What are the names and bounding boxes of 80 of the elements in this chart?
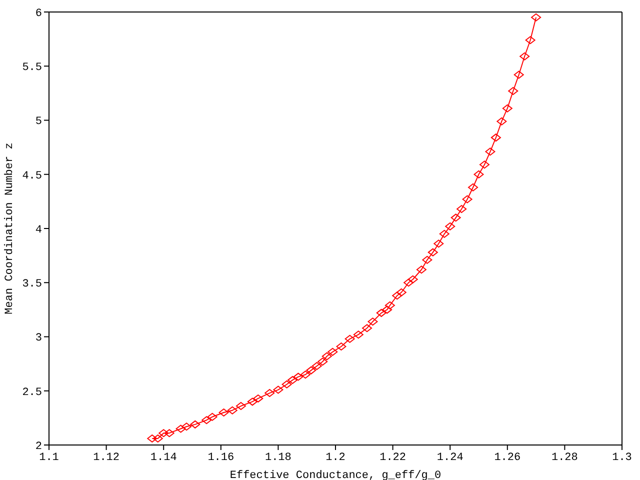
point <box>353 330 364 339</box>
point <box>456 205 467 214</box>
point <box>502 104 512 112</box>
point <box>322 352 332 360</box>
y-tick-label: 2 <box>35 440 42 453</box>
point <box>227 406 238 414</box>
y-tick-label: 3.5 <box>22 278 42 291</box>
point <box>158 429 169 438</box>
point <box>336 342 346 350</box>
x-tick-label: 1.1 <box>39 452 60 464</box>
point <box>218 408 229 417</box>
point <box>479 160 490 169</box>
point <box>485 148 496 156</box>
x-tick-label: 1.12 <box>93 452 120 464</box>
point <box>408 275 418 284</box>
point <box>318 358 328 366</box>
point <box>328 348 338 356</box>
point <box>306 366 316 374</box>
point <box>422 256 432 264</box>
y-tick-label: 5 <box>35 116 42 128</box>
x-tick-label: 1.24 <box>436 452 464 464</box>
point <box>344 334 355 343</box>
point <box>147 434 158 443</box>
point <box>508 87 518 96</box>
x-tick-label: 1.14 <box>150 452 178 464</box>
y-tick-label: 2.5 <box>22 386 42 399</box>
y-tick-label: 4 <box>35 224 42 236</box>
point <box>462 195 472 204</box>
point <box>520 52 530 60</box>
point <box>376 308 386 317</box>
point <box>404 278 414 287</box>
point <box>382 306 392 314</box>
x-tick-label: 1.26 <box>494 452 521 464</box>
point <box>190 420 200 428</box>
point <box>445 222 456 230</box>
y-tick-label: 6 <box>35 8 42 20</box>
point <box>392 292 402 300</box>
point <box>202 416 212 424</box>
x-tick-label: 1.16 <box>208 452 234 464</box>
point <box>428 248 438 256</box>
point <box>176 424 186 433</box>
point <box>247 398 258 406</box>
point <box>490 134 501 142</box>
point <box>264 389 275 398</box>
point <box>207 412 218 421</box>
point <box>273 386 284 394</box>
point <box>152 434 163 443</box>
point <box>531 13 542 22</box>
y-tick-label: 4.5 <box>22 170 42 182</box>
point <box>164 429 174 438</box>
point <box>450 214 461 222</box>
point <box>282 380 292 388</box>
point <box>253 394 264 402</box>
point <box>236 402 246 410</box>
point <box>396 288 406 296</box>
point <box>514 70 524 79</box>
x-tick-label: 1.22 <box>380 452 406 464</box>
point <box>312 362 322 370</box>
point <box>300 370 310 379</box>
point <box>439 230 450 238</box>
y-tick-label: 3 <box>35 332 42 345</box>
x-tick-label: 1.28 <box>551 452 578 464</box>
point <box>468 183 478 192</box>
y-axis-title: Mean Coordination Number z <box>4 142 16 314</box>
point <box>434 240 444 248</box>
x-tick-label: 1.3 <box>612 452 632 464</box>
point <box>416 266 426 274</box>
point <box>474 170 484 178</box>
point <box>182 422 192 431</box>
point <box>288 376 298 384</box>
point <box>293 372 304 381</box>
x-tick-label: 1.18 <box>264 452 292 464</box>
y-tick-label: 5.5 <box>22 62 42 74</box>
point <box>368 318 378 326</box>
x-axis-title: Effective Conductance, g_eff/g_0 <box>230 470 442 480</box>
point <box>362 324 372 332</box>
x-tick-label: 1.2 <box>326 452 346 464</box>
point <box>496 117 507 126</box>
point <box>525 36 536 44</box>
point <box>384 301 395 310</box>
